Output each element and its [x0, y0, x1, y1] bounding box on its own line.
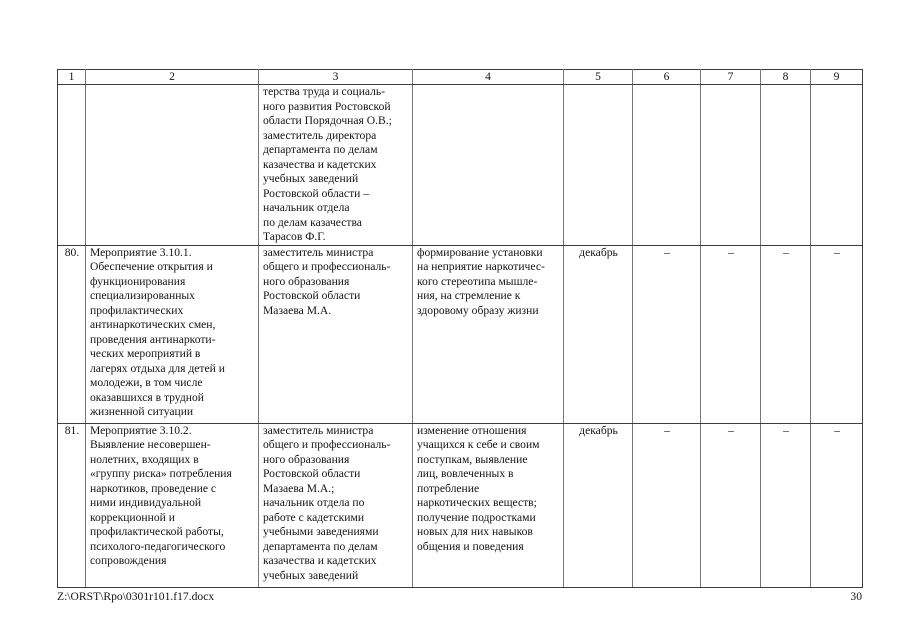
cell-expected-result: формирование установки на неприятие нарк…: [412, 244, 564, 424]
column-header-1: 1: [57, 69, 86, 85]
cell-activity: Мероприятие 3.10.1. Обеспечение открытия…: [85, 244, 259, 424]
cell-responsible: заместитель министра общего и профессион…: [258, 244, 413, 424]
footer-page-number: 30: [850, 590, 862, 603]
cell-col8: –: [760, 422, 811, 588]
cell-number: [57, 84, 86, 246]
cell-col9: –: [810, 244, 863, 424]
table-header-row: 1 2 3 4 5 6 7 8 9: [57, 69, 863, 85]
table-row-81: 81. Мероприятие 3.10.2. Выявление несове…: [57, 422, 863, 588]
cell-activity: [85, 84, 259, 246]
cell-col9: –: [810, 422, 863, 588]
cell-col7: [700, 84, 761, 246]
column-header-5: 5: [563, 69, 633, 85]
column-header-4: 4: [412, 69, 564, 85]
cell-number: 81.: [57, 422, 86, 588]
cell-expected-result: [412, 84, 564, 246]
cell-col9: [810, 84, 863, 246]
column-header-9: 9: [810, 69, 863, 85]
cell-col8: –: [760, 244, 811, 424]
cell-expected-result: изменение отношения учащихся к себе и св…: [412, 422, 564, 588]
cell-col6: –: [632, 422, 701, 588]
cell-col8: [760, 84, 811, 246]
page-footer: Z:\ORST\Rpo\0301r101.f17.docx 30: [57, 590, 862, 604]
column-header-2: 2: [85, 69, 259, 85]
cell-deadline: [563, 84, 633, 246]
footer-file-path: Z:\ORST\Rpo\0301r101.f17.docx: [57, 590, 215, 603]
table-row-80: 80. Мероприятие 3.10.1. Обеспечение откр…: [57, 244, 863, 424]
column-header-3: 3: [258, 69, 413, 85]
column-header-7: 7: [700, 69, 761, 85]
cell-col7: –: [700, 422, 761, 588]
cell-deadline: декабрь: [563, 244, 633, 424]
cell-activity: Мероприятие 3.10.2. Выявление несовершен…: [85, 422, 259, 588]
cell-col6: –: [632, 244, 701, 424]
column-header-8: 8: [760, 69, 811, 85]
table-row-continuation: терства труда и социаль- ного развития Р…: [57, 84, 863, 246]
cell-responsible: заместитель министра общего и профессион…: [258, 422, 413, 588]
cell-deadline: декабрь: [563, 422, 633, 588]
cell-responsible: терства труда и социаль- ного развития Р…: [258, 84, 413, 246]
measures-table: 1 2 3 4 5 6 7 8 9 терства труда и социал…: [57, 69, 863, 588]
column-header-6: 6: [632, 69, 701, 85]
cell-col6: [632, 84, 701, 246]
cell-number: 80.: [57, 244, 86, 424]
cell-col7: –: [700, 244, 761, 424]
